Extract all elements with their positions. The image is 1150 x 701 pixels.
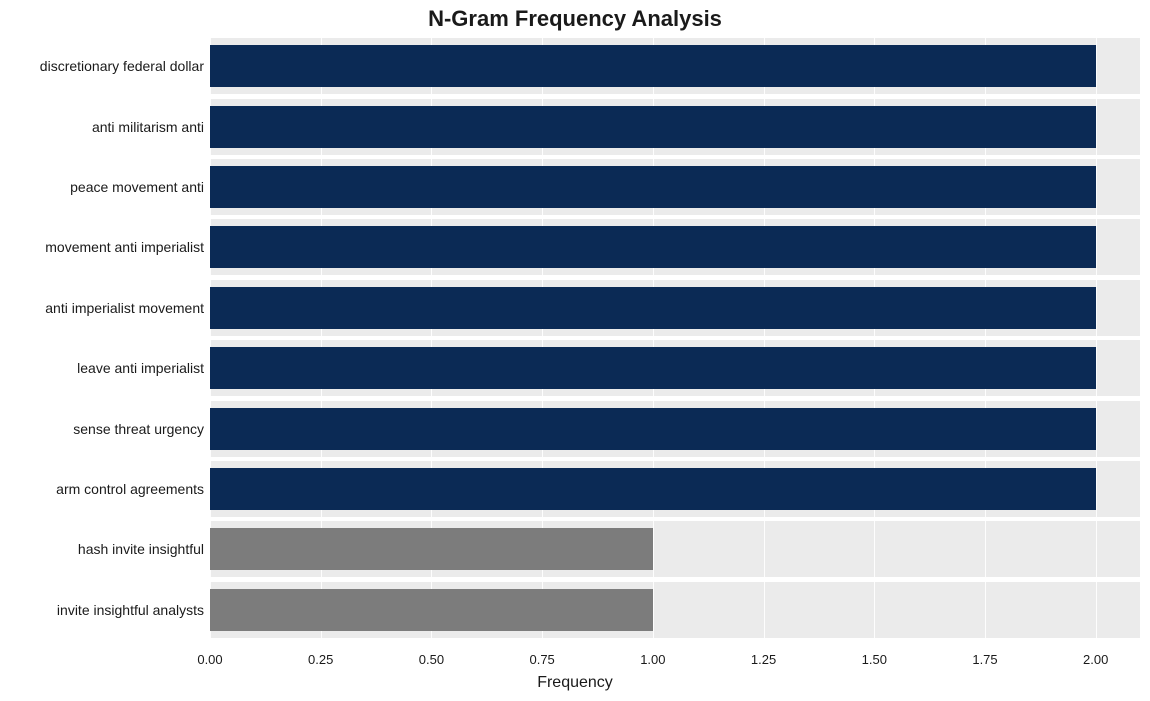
bar <box>210 45 1096 87</box>
chart-container: N-Gram Frequency Analysis discretionary … <box>0 0 1150 701</box>
bar <box>210 408 1096 450</box>
y-tick-label: hash invite insightful <box>0 541 204 557</box>
y-tick-label: movement anti imperialist <box>0 239 204 255</box>
y-tick-label: leave anti imperialist <box>0 360 204 376</box>
bar <box>210 106 1096 148</box>
y-tick-label: invite insightful analysts <box>0 602 204 618</box>
x-tick-label: 2.00 <box>1083 652 1108 667</box>
y-tick-label: anti militarism anti <box>0 119 204 135</box>
bar <box>210 589 653 631</box>
x-tick-label: 0.00 <box>197 652 222 667</box>
x-axis-label: Frequency <box>0 674 1150 692</box>
plot-area <box>210 36 1140 640</box>
chart-title: N-Gram Frequency Analysis <box>0 6 1150 32</box>
x-tick-label: 0.50 <box>419 652 444 667</box>
gridline <box>1096 36 1097 640</box>
bar <box>210 287 1096 329</box>
y-tick-label: sense threat urgency <box>0 421 204 437</box>
y-tick-label: anti imperialist movement <box>0 300 204 316</box>
bar <box>210 528 653 570</box>
x-tick-label: 0.75 <box>529 652 554 667</box>
bar <box>210 468 1096 510</box>
x-tick-label: 1.00 <box>640 652 665 667</box>
bar <box>210 226 1096 268</box>
x-tick-label: 0.25 <box>308 652 333 667</box>
y-tick-label: discretionary federal dollar <box>0 58 204 74</box>
x-tick-label: 1.75 <box>972 652 997 667</box>
x-tick-label: 1.50 <box>862 652 887 667</box>
bar <box>210 347 1096 389</box>
x-tick-label: 1.25 <box>751 652 776 667</box>
y-tick-label: arm control agreements <box>0 481 204 497</box>
x-axis-ticks: 0.000.250.500.751.001.251.501.752.00 <box>210 652 1140 672</box>
bar <box>210 166 1096 208</box>
y-tick-label: peace movement anti <box>0 179 204 195</box>
